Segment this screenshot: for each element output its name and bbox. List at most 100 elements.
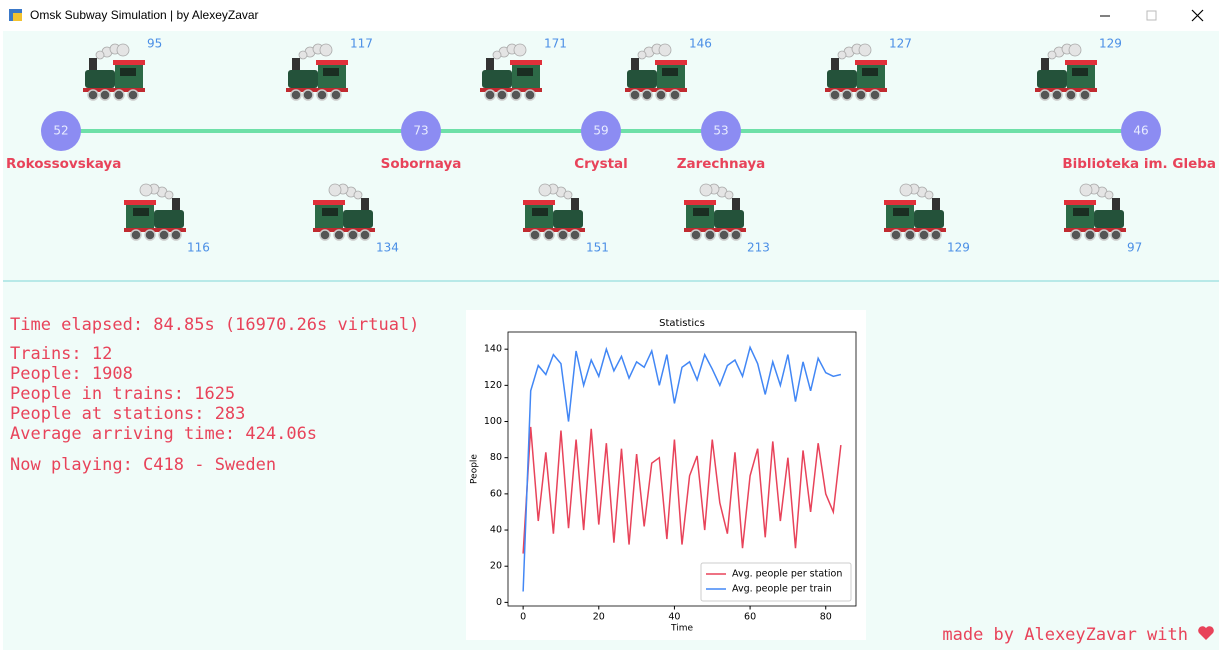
smoke — [319, 43, 333, 57]
wheel — [1084, 229, 1096, 241]
train-people: 129 — [1099, 37, 1122, 51]
window — [532, 208, 548, 216]
wheel — [569, 229, 581, 241]
smoke — [637, 50, 647, 60]
smoke — [95, 50, 105, 60]
roof — [855, 60, 887, 65]
stat-line: People in trains: 1625 — [10, 384, 235, 404]
window — [1072, 68, 1088, 76]
station — [401, 111, 441, 151]
boiler — [1037, 70, 1067, 88]
window — [322, 208, 338, 216]
smoke — [1079, 183, 1093, 197]
train-icon — [1035, 43, 1097, 101]
station-people: 52 — [53, 124, 68, 138]
wheel — [1051, 89, 1063, 101]
chimney — [486, 58, 494, 70]
station-name: Zarechnaya — [677, 156, 766, 172]
smoke — [699, 183, 713, 197]
base — [480, 88, 542, 92]
wheel — [330, 89, 342, 101]
chart: Statistics Time People 0 20 40 60 80 100 120 140 0 2… — [466, 310, 866, 640]
smoke — [353, 190, 363, 200]
stat-line: Average arriving time: 424.06s — [10, 424, 317, 444]
wheel — [170, 229, 182, 241]
train-people: 97 — [1127, 241, 1142, 255]
window — [862, 68, 878, 76]
y-tick-label: 100 — [484, 416, 502, 427]
stat-line: Trains: 12 — [10, 344, 112, 364]
roof — [1064, 200, 1096, 205]
window-title: Omsk Subway Simulation | by AlexeyZavar — [30, 8, 259, 22]
wheel — [130, 229, 142, 241]
wheel — [316, 89, 328, 101]
x-tick-label: 20 — [593, 612, 605, 623]
chimney — [631, 58, 639, 70]
train-icon — [124, 183, 186, 241]
boiler — [553, 210, 583, 228]
station-people: 46 — [1133, 124, 1148, 138]
time-elapsed: Time elapsed: 84.85s (16970.26s virtual) — [10, 315, 419, 335]
boiler — [914, 210, 944, 228]
chimney — [1041, 58, 1049, 70]
base — [286, 88, 348, 92]
wheel — [127, 89, 139, 101]
smoke — [1068, 43, 1082, 57]
wheel — [113, 89, 125, 101]
smoke — [1047, 50, 1057, 60]
boiler — [827, 70, 857, 88]
window — [662, 68, 678, 76]
wheel — [1070, 229, 1082, 241]
train-icon — [625, 43, 687, 101]
smoke — [139, 183, 153, 197]
series-line — [522, 345, 842, 592]
boiler — [1094, 210, 1124, 228]
wheel — [524, 89, 536, 101]
stat-line: People: 1908 — [10, 364, 133, 384]
station — [41, 111, 81, 151]
chimney — [89, 58, 97, 70]
roof — [655, 60, 687, 65]
wheel — [496, 89, 508, 101]
roof — [113, 60, 145, 65]
y-tick-label: 120 — [484, 380, 502, 391]
wheel — [655, 89, 667, 101]
wheel — [529, 229, 541, 241]
wheel — [158, 229, 170, 241]
wheel — [930, 229, 942, 241]
train-people: 129 — [947, 241, 970, 255]
wheel — [557, 229, 569, 241]
boiler — [288, 70, 318, 88]
train-people: 171 — [544, 37, 567, 51]
station-name: Rokossovskaya — [6, 156, 121, 172]
maximize-button[interactable] — [1146, 10, 1157, 21]
chimney — [292, 58, 300, 70]
smoke — [328, 183, 342, 197]
wheel — [669, 89, 681, 101]
chimney — [172, 198, 180, 210]
smoke — [724, 190, 734, 200]
legend-box — [700, 562, 852, 602]
wheel — [333, 229, 345, 241]
roof — [124, 200, 156, 205]
smoke — [298, 50, 308, 60]
station-people: 73 — [413, 124, 428, 138]
wheel — [359, 229, 371, 241]
train-people: 134 — [376, 241, 399, 255]
chimney — [932, 198, 940, 210]
close-button[interactable] — [1191, 9, 1204, 22]
plot-frame — [507, 331, 857, 607]
wheel — [629, 89, 641, 101]
boiler — [627, 70, 657, 88]
wheel — [1065, 89, 1077, 101]
station-people: 53 — [713, 124, 728, 138]
train-people: 127 — [889, 37, 912, 51]
footer: made by AlexeyZavar with — [942, 625, 1188, 645]
wheel — [543, 229, 555, 241]
x-tick-label: 40 — [668, 612, 680, 623]
wheel — [730, 229, 742, 241]
now-playing: Now playing: C418 - Sweden — [10, 455, 276, 475]
wheel — [841, 89, 853, 101]
